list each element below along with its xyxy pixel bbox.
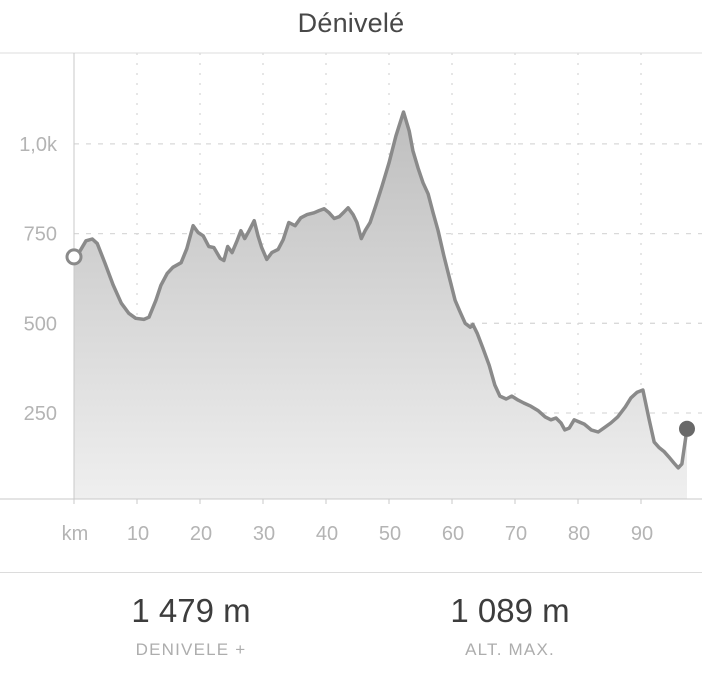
stat-alt-max: 1 089 m ALT. MAX.: [450, 591, 569, 660]
x-axis-label: 70: [505, 523, 527, 545]
end-point-marker: [678, 420, 695, 437]
elevation-gain-label: DENIVELE +: [135, 640, 247, 659]
x-axis-label: 90: [631, 523, 653, 545]
stat-elevation-gain: 1 479 m DENIVELE +: [131, 591, 250, 660]
x-axis-label: 20: [190, 523, 212, 545]
elevation-gain-value: 1 479 m: [131, 592, 251, 629]
alt-max-label: ALT. MAX.: [465, 640, 555, 659]
y-axis-label: 750: [24, 224, 57, 246]
x-axis-label: 50: [379, 523, 401, 545]
x-axis-label: 10: [127, 523, 149, 545]
x-axis-label: 80: [568, 523, 590, 545]
start-point-marker: [65, 248, 83, 266]
elevation-area: [74, 112, 687, 499]
stats-bar: 1 479 m DENIVELE + 1 089 m ALT. MAX.: [0, 572, 702, 685]
x-axis-label: km: [62, 523, 89, 545]
elevation-line: [72, 110, 689, 470]
y-axis-label: 500: [24, 313, 57, 335]
chart-title: Dénivelé: [297, 8, 405, 38]
x-axis-label: 40: [316, 523, 338, 545]
y-axis-label: 1,0k: [19, 134, 58, 156]
y-axis-label: 250: [24, 403, 57, 425]
alt-max-value: 1 089 m: [450, 592, 570, 629]
x-axis-label: 60: [442, 523, 464, 545]
elevation-chart: 250 500 750 1,0k km 10 20 30 40 50 60 70 80 90: [0, 52, 702, 545]
x-axis-label: 30: [253, 523, 275, 545]
